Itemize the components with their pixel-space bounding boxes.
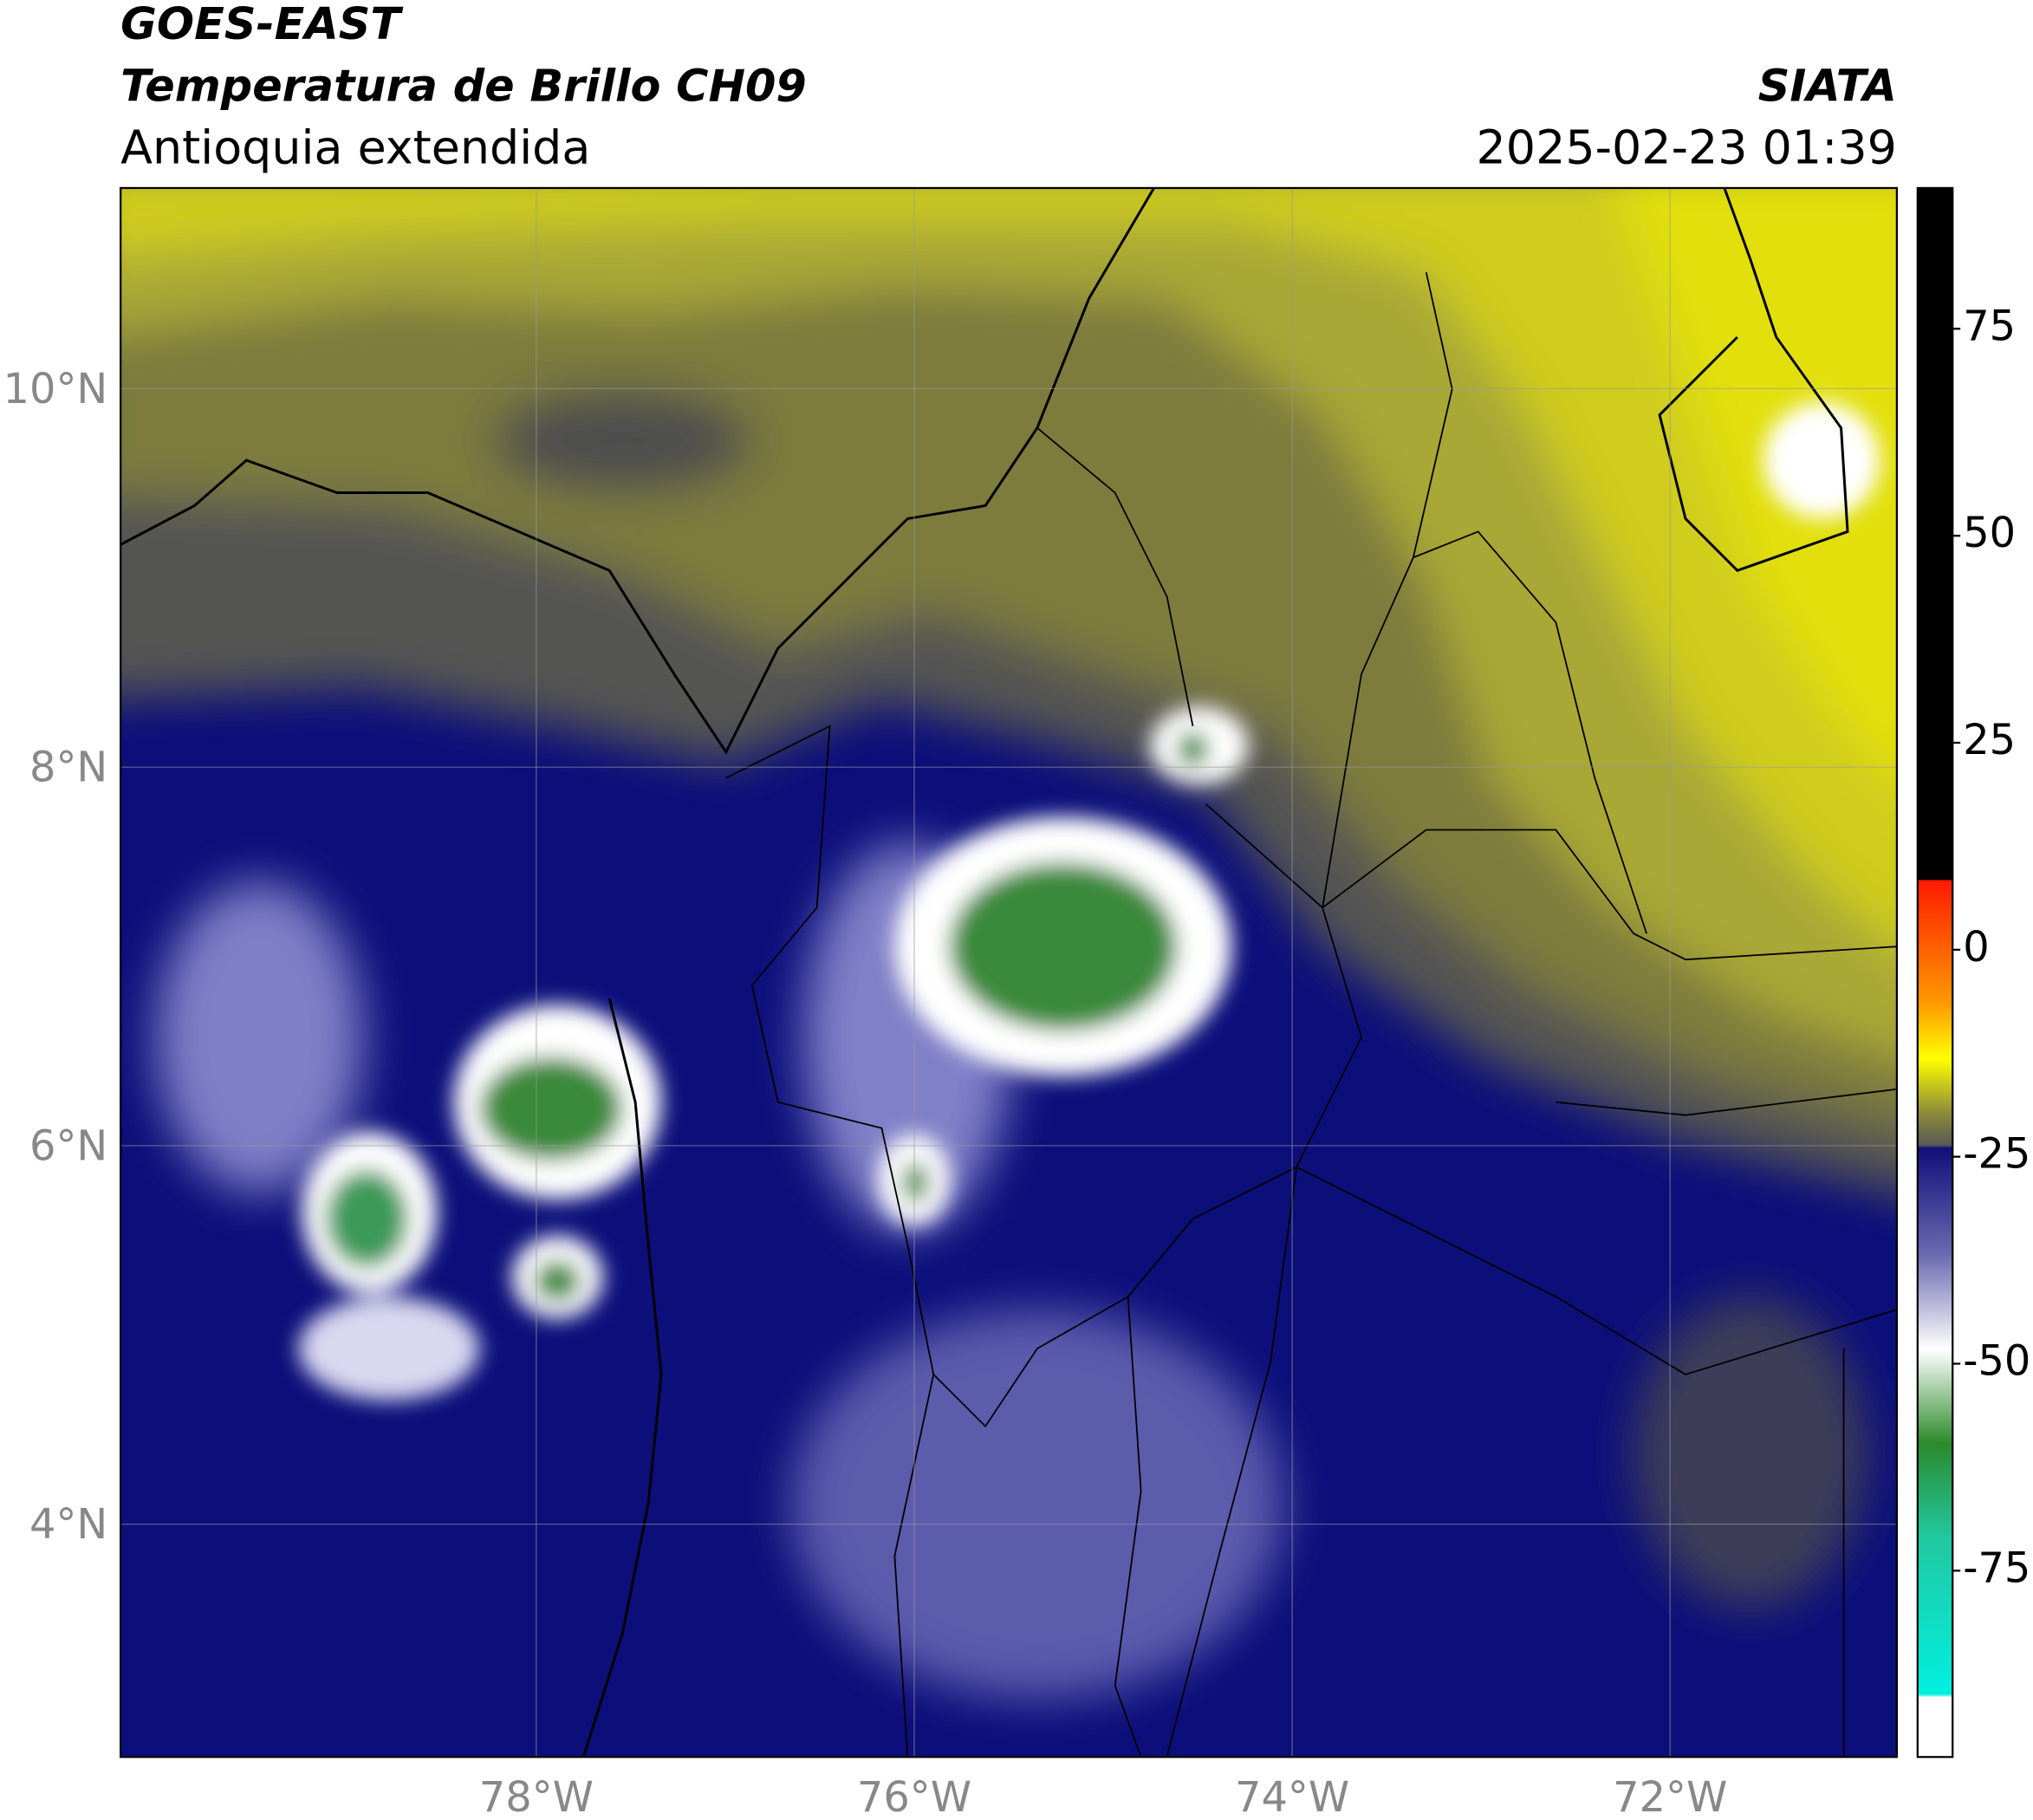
map-image (120, 187, 1897, 1758)
title: GOES-EAST (120, 0, 404, 49)
graticule (120, 187, 1897, 1758)
y-tick-label: 10°N (3, 366, 108, 413)
subtitle: Temperatura de Brillo CH09 (120, 61, 807, 112)
datetime: 2025-02-23 01:39 (1477, 120, 1897, 175)
x-tick-label: 72°W (1613, 1774, 1727, 1820)
y-tick-label: 6°N (29, 1122, 107, 1170)
y-tick-label: 8°N (29, 744, 107, 792)
x-tick-label: 74°W (1235, 1774, 1349, 1820)
colorbar-tick-label: 25 (1963, 717, 2016, 764)
y-tick-label: 4°N (29, 1501, 107, 1549)
source: SIATA (1758, 61, 1897, 112)
colorbar-tick-label: -25 (1963, 1131, 2030, 1179)
labels: 78°W 76°W 74°W 72°W 4°N 6°N 8°N 10°N -75 -50 -25 0 2… (3, 302, 2031, 1820)
x-tick-label: 78°W (479, 1774, 594, 1820)
colorbar-tick-label: -75 (1963, 1544, 2030, 1592)
colorbar (1916, 186, 1954, 1758)
colorbar-tick-label: 50 (1963, 510, 2016, 557)
colorbar-tick-label: 0 (1963, 924, 1989, 972)
colorbar-tick-label: -50 (1963, 1338, 2030, 1386)
colorbar-tick-label: 75 (1963, 302, 2016, 350)
region: Antioquia extendida (120, 120, 590, 175)
x-tick-label: 76°W (857, 1774, 971, 1820)
map-frame (120, 186, 1899, 1758)
